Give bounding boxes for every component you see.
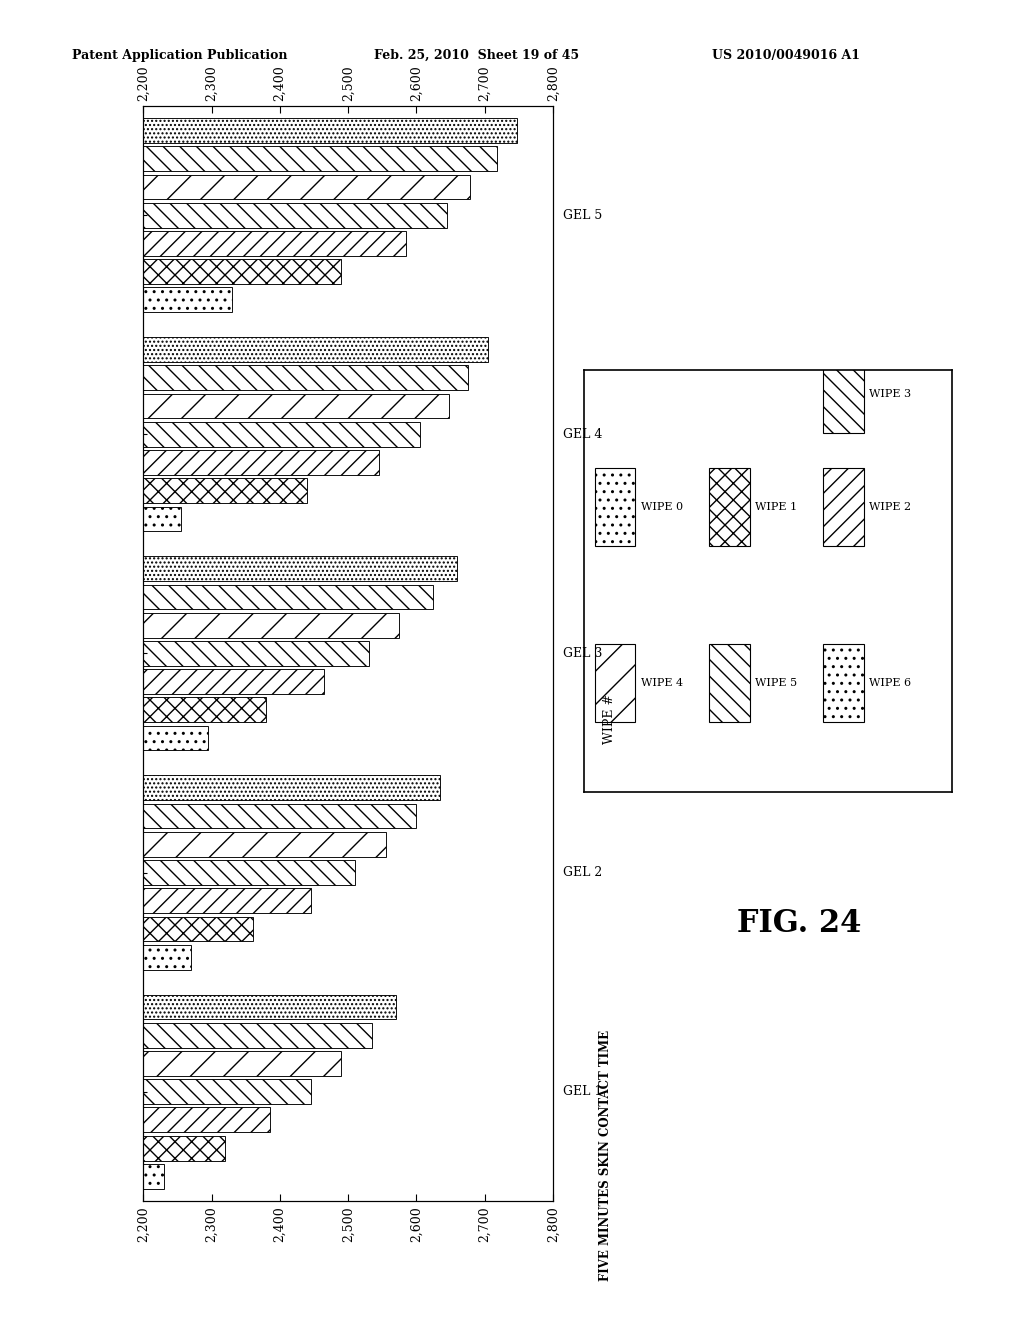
Bar <box>143 1164 164 1189</box>
Bar <box>143 669 325 694</box>
Bar <box>143 147 497 172</box>
Text: WIPE 2: WIPE 2 <box>869 502 911 512</box>
Bar <box>143 259 341 284</box>
Bar <box>823 644 864 722</box>
Bar <box>143 697 266 722</box>
Text: WIPE 5: WIPE 5 <box>755 678 798 688</box>
Bar <box>823 355 864 433</box>
Bar <box>143 994 396 1019</box>
Text: US 2010/0049016 A1: US 2010/0049016 A1 <box>712 49 860 62</box>
Bar <box>143 832 386 857</box>
Bar <box>143 117 517 143</box>
Bar <box>143 1107 269 1133</box>
Bar <box>143 888 310 913</box>
Bar <box>143 861 355 884</box>
Text: GEL 2: GEL 2 <box>563 866 602 879</box>
Bar <box>823 469 864 545</box>
Text: WIPE 6: WIPE 6 <box>869 678 911 688</box>
Bar <box>143 478 307 503</box>
Bar <box>595 469 635 545</box>
Bar <box>709 469 750 545</box>
Text: GEL 4: GEL 4 <box>563 428 602 441</box>
Text: GEL 3: GEL 3 <box>563 647 602 660</box>
Text: FIVE MINUTES SKIN CONTACT TIME: FIVE MINUTES SKIN CONTACT TIME <box>599 1030 612 1280</box>
Bar <box>143 585 433 610</box>
Text: WIPE 1: WIPE 1 <box>755 502 798 512</box>
Text: Patent Application Publication: Patent Application Publication <box>72 49 287 62</box>
Text: WIPE 3: WIPE 3 <box>869 389 911 399</box>
Bar <box>143 288 232 313</box>
Text: FIG. 24: FIG. 24 <box>736 908 861 940</box>
Bar <box>143 203 447 227</box>
Bar <box>143 422 420 446</box>
Bar <box>143 1023 372 1048</box>
Bar <box>143 775 440 800</box>
Bar <box>143 1080 310 1104</box>
Bar <box>143 231 407 256</box>
Bar <box>143 916 253 941</box>
Text: WIPE #: WIPE # <box>603 694 615 744</box>
Text: GEL 5: GEL 5 <box>563 209 602 222</box>
Text: Feb. 25, 2010  Sheet 19 of 45: Feb. 25, 2010 Sheet 19 of 45 <box>374 49 579 62</box>
Bar <box>143 507 181 532</box>
Bar <box>709 644 750 722</box>
Bar <box>143 945 191 970</box>
Text: WIPE 4: WIPE 4 <box>641 678 683 688</box>
Bar <box>143 726 208 751</box>
Bar <box>143 612 399 638</box>
Bar <box>143 337 488 362</box>
Text: GEL 1: GEL 1 <box>563 1085 602 1098</box>
Bar <box>143 642 369 665</box>
Bar <box>143 1051 341 1076</box>
Bar <box>143 556 458 581</box>
Bar <box>143 366 468 391</box>
Bar <box>143 393 450 418</box>
Bar <box>143 804 417 829</box>
Text: WIPE 0: WIPE 0 <box>641 502 683 512</box>
Bar <box>143 450 379 475</box>
Bar <box>595 644 635 722</box>
Bar <box>143 1135 225 1160</box>
Bar <box>143 174 470 199</box>
